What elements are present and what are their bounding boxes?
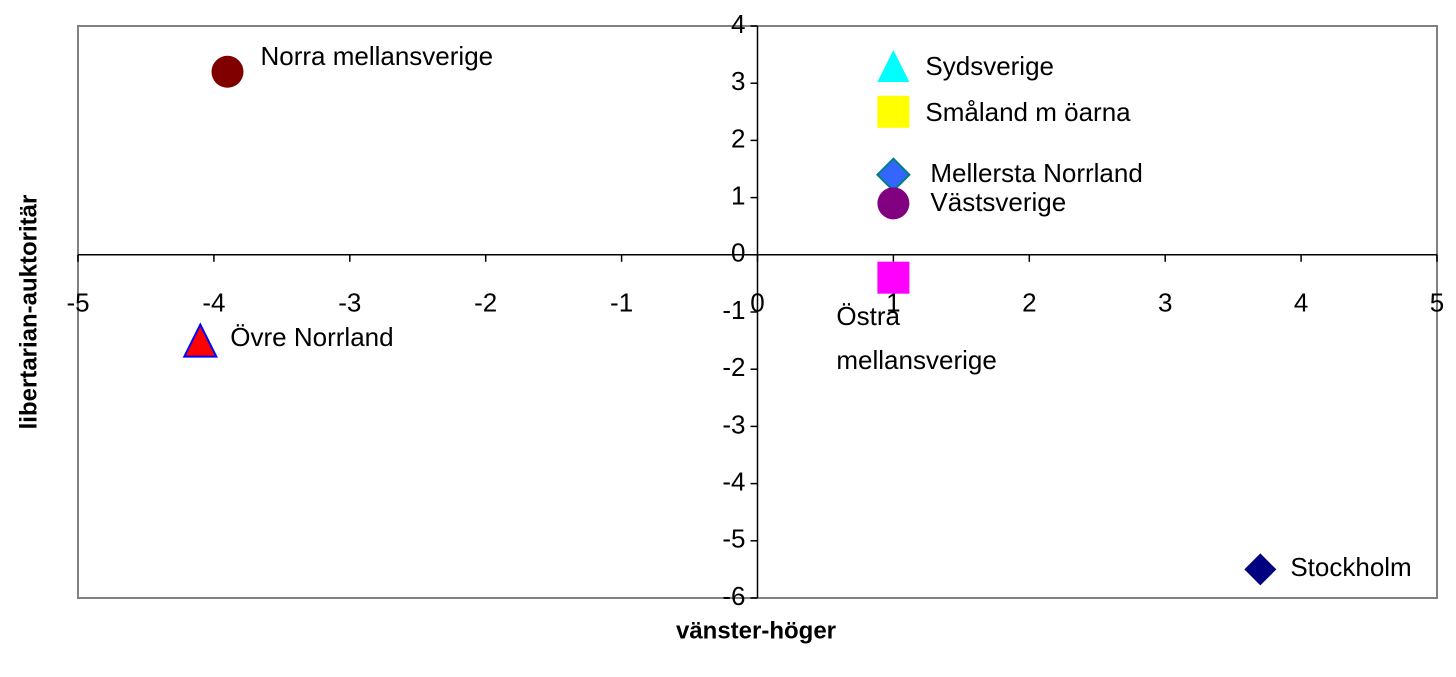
x-tick-label: -4 bbox=[202, 288, 225, 318]
y-tick-label: 1 bbox=[731, 180, 745, 210]
point bbox=[875, 157, 911, 193]
x-tick-label: 4 bbox=[1294, 288, 1308, 318]
x-axis-title: vänster-höger bbox=[676, 617, 836, 644]
y-tick-label: -6 bbox=[722, 581, 745, 611]
x-tick-label: 0 bbox=[750, 288, 764, 318]
x-tick-label: -5 bbox=[66, 288, 89, 318]
point bbox=[877, 50, 910, 83]
point bbox=[877, 95, 910, 128]
x-tick-label: 2 bbox=[1022, 288, 1036, 318]
y-tick-label: -2 bbox=[722, 352, 745, 382]
point bbox=[182, 322, 218, 358]
point bbox=[1244, 553, 1277, 586]
y-tick-label: -5 bbox=[722, 524, 745, 554]
point-label: Stockholm bbox=[1290, 552, 1412, 583]
point-label: Norra mellansverige bbox=[260, 40, 494, 71]
y-tick-label: 3 bbox=[731, 66, 745, 96]
y-tick-label: -4 bbox=[722, 466, 745, 496]
point-label: Småland m öarna bbox=[925, 96, 1131, 127]
point-label: Västsverige bbox=[930, 187, 1067, 218]
x-tick-label: 5 bbox=[1430, 288, 1444, 318]
y-tick-label: -1 bbox=[722, 295, 745, 325]
x-tick-label: -1 bbox=[610, 288, 633, 318]
y-tick-label: 2 bbox=[731, 123, 745, 153]
point-label: Övre Norrland bbox=[230, 321, 394, 352]
x-tick-label: -3 bbox=[338, 288, 361, 318]
point bbox=[211, 55, 244, 88]
point-label: Sydsverige bbox=[925, 51, 1055, 82]
point bbox=[877, 261, 910, 294]
x-tick-label: 3 bbox=[1158, 288, 1172, 318]
x-tick-label: -2 bbox=[474, 288, 497, 318]
point bbox=[877, 187, 910, 220]
point-label: Östra mellansverige bbox=[836, 300, 997, 375]
y-axis-title: libertarian-auktoritär bbox=[15, 195, 42, 430]
y-tick-label: 0 bbox=[731, 238, 745, 268]
y-tick-label: 4 bbox=[731, 9, 745, 39]
point-label: Mellersta Norrland bbox=[930, 157, 1143, 188]
y-tick-label: -3 bbox=[722, 409, 745, 439]
x-tick-label: 1 bbox=[886, 288, 900, 318]
